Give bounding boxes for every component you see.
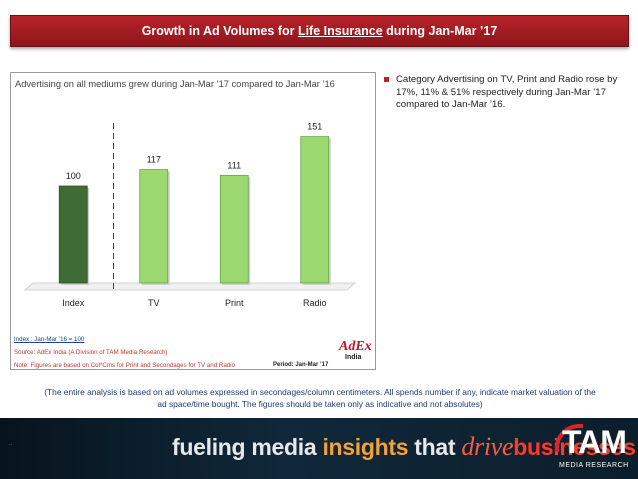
chart-title: Advertising on all mediums grew during J… xyxy=(15,79,335,89)
slide-title-bar: Growth in Ad Volumes for Life Insurance … xyxy=(10,15,629,47)
bullet-square-icon xyxy=(384,77,389,82)
insight-text: Category Advertising on TV, Print and Ra… xyxy=(396,74,618,110)
value-label-radio: 151 xyxy=(307,122,322,132)
bar-tv xyxy=(139,169,169,284)
period-label: Period: Jan-Mar ’17 xyxy=(273,362,329,368)
disclaimer-text: (The entire analysis is based on ad volu… xyxy=(44,387,596,409)
tam-logo-sub: MEDIA RESEARCH xyxy=(559,462,629,469)
tam-arc-icon xyxy=(555,424,583,452)
slogan-part-4: drive xyxy=(461,432,514,461)
adex-logo-word: AdEx xyxy=(339,339,372,354)
source-footnote: Source: AdEx India (A Division of TAM Me… xyxy=(14,349,168,356)
tam-logo-word: TAM xyxy=(562,424,627,460)
slogan-part-2: insights xyxy=(322,434,409,460)
insight-bullet: Category Advertising on TV, Print and Ra… xyxy=(384,74,624,112)
value-label-tv: 117 xyxy=(147,155,161,165)
bar-radio xyxy=(300,136,330,284)
category-label-print: Print xyxy=(225,298,244,308)
category-label-index: Index xyxy=(62,298,85,308)
adex-logo-sub: India xyxy=(345,354,362,361)
index-footnote: Index : Jan-Mar ’16 = 100 xyxy=(14,336,85,343)
bar-chart: 100 Index 117 TV 111 Print 151 Radio xyxy=(23,122,357,308)
title-suffix: during Jan-Mar ’17 xyxy=(382,24,498,38)
category-label-tv: TV xyxy=(148,298,160,308)
value-label-print: 111 xyxy=(227,160,241,170)
note-footnote: Note: Figures are based on Col*Cms for P… xyxy=(14,362,236,369)
slogan-part-3: that xyxy=(408,434,462,460)
footer-banner: .. fueling media insights that drivebusi… xyxy=(0,418,638,479)
bar-index xyxy=(58,185,88,284)
category-label-radio: Radio xyxy=(303,298,327,308)
chart-panel: Advertising on all mediums grew during J… xyxy=(10,72,376,370)
banner-dots: .. xyxy=(8,438,13,447)
bar-print xyxy=(219,174,249,284)
adex-logo: AdEx India xyxy=(339,340,373,366)
title-prefix: Growth in Ad Volumes for xyxy=(141,24,298,38)
tam-logo: TAM MEDIA RESEARCH xyxy=(553,420,633,476)
value-label-index: 100 xyxy=(66,171,81,181)
slogan-part-1: fueling media xyxy=(172,434,323,460)
title-highlight: Life Insurance xyxy=(297,24,383,38)
